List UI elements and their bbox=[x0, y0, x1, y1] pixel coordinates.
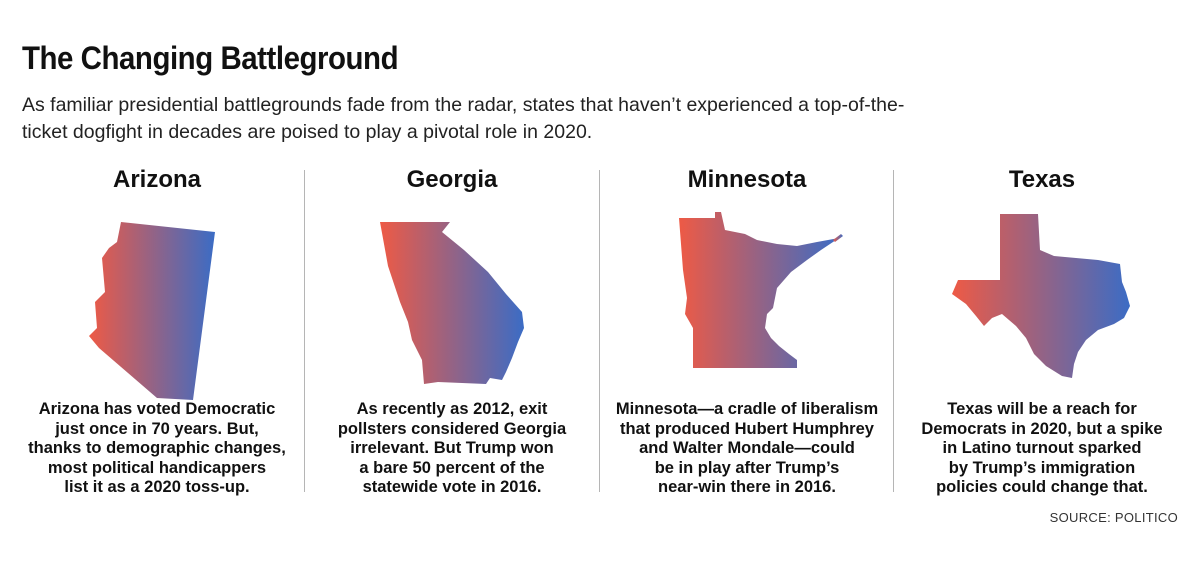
column-divider bbox=[304, 170, 305, 492]
minnesota-island-shape bbox=[833, 234, 843, 242]
texas-shape bbox=[952, 214, 1130, 378]
georgia-map bbox=[312, 210, 592, 400]
state-description: Minnesota—a cradle of liberalism that pr… bbox=[615, 400, 879, 496]
state-name: Texas bbox=[1008, 166, 1076, 193]
state-column-arizona: Arizona Arizona has voted Democratic jus… bbox=[17, 166, 297, 506]
page-subtitle: As familiar presidential battlegrounds f… bbox=[22, 94, 905, 143]
column-divider bbox=[599, 170, 600, 492]
page-title: The Changing Battleground bbox=[22, 40, 399, 76]
state-name: Arizona bbox=[112, 166, 201, 193]
state-column-minnesota: Minnesota Minnesota—a cradle of liberali… bbox=[607, 166, 887, 506]
column-divider bbox=[893, 170, 894, 492]
minnesota-map bbox=[607, 210, 887, 400]
state-description: As recently as 2012, exit pollsters cons… bbox=[337, 400, 567, 496]
state-description: Texas will be a reach for Democrats in 2… bbox=[921, 400, 1163, 496]
state-column-texas: Texas Texas will be a reach for Democrat… bbox=[902, 166, 1182, 506]
arizona-shape bbox=[89, 222, 215, 400]
state-column-georgia: Georgia As recently as 2012, exit pollst… bbox=[312, 166, 592, 506]
texas-map bbox=[902, 210, 1182, 400]
source-note: SOURCE: POLITICO bbox=[1049, 510, 1178, 525]
state-name: Georgia bbox=[406, 166, 498, 193]
arizona-map bbox=[17, 210, 297, 400]
state-description: Arizona has voted Democratic just once i… bbox=[28, 400, 286, 496]
state-name: Minnesota bbox=[687, 166, 807, 193]
georgia-shape bbox=[380, 222, 524, 384]
minnesota-shape bbox=[679, 212, 839, 368]
